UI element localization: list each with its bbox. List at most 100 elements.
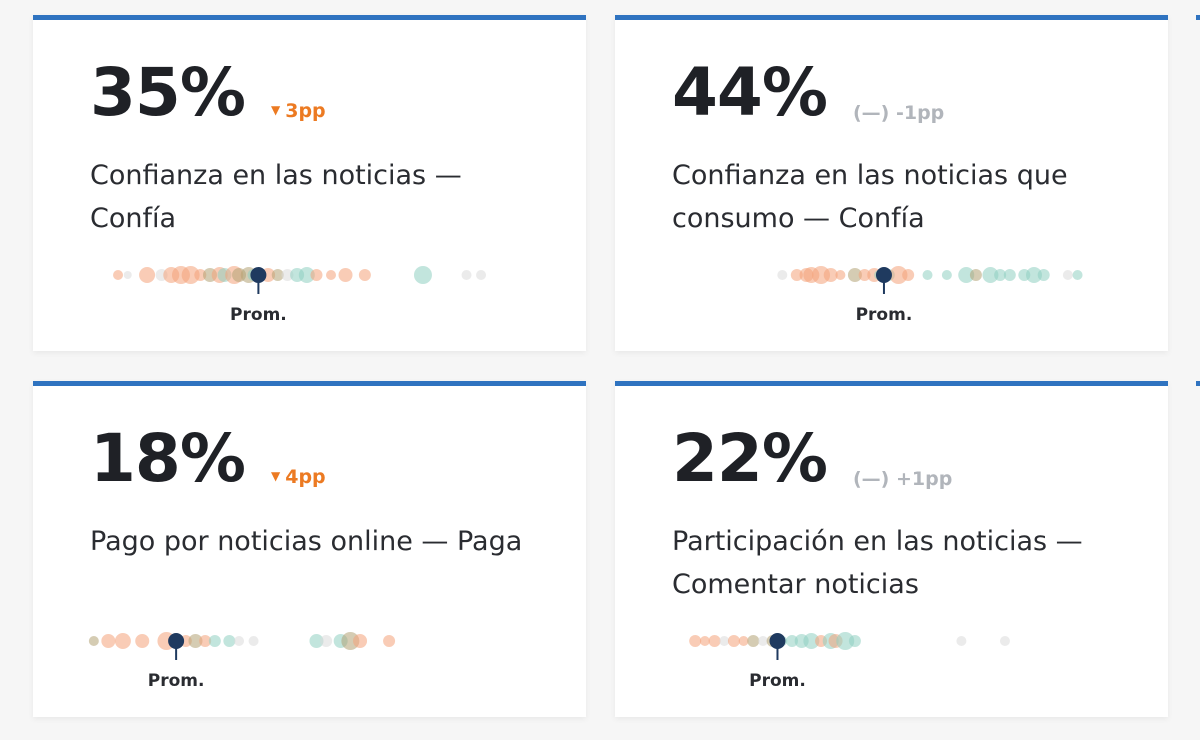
kpi-value: 44%: [672, 54, 828, 131]
market-dot[interactable]: [757, 636, 768, 646]
kpi-delta: ▼ 3pp: [271, 100, 326, 124]
market-dot[interactable]: [790, 269, 803, 281]
kpi-card-trust-own-news[interactable]: 44% (—) -1pp Confianza en las noticias q…: [615, 15, 1168, 351]
market-dot[interactable]: [88, 636, 99, 646]
market-dot[interactable]: [114, 633, 131, 649]
market-dot[interactable]: [338, 268, 353, 282]
market-dot[interactable]: [889, 266, 908, 284]
market-dot[interactable]: [994, 269, 1007, 281]
market-dot[interactable]: [461, 270, 472, 280]
market-dot[interactable]: [848, 635, 861, 647]
market-dot[interactable]: [223, 635, 236, 647]
market-dot[interactable]: [208, 635, 221, 647]
market-dot[interactable]: [298, 267, 315, 283]
market-dot[interactable]: [835, 270, 846, 280]
market-dot[interactable]: [847, 268, 862, 282]
market-dot[interactable]: [803, 633, 820, 649]
average-label: Prom.: [856, 305, 913, 325]
card-header: 18% ▼ 4pp: [90, 426, 326, 492]
market-dot[interactable]: [1003, 269, 1016, 281]
distribution-strip-chart: Prom.: [88, 632, 396, 691]
market-dot[interactable]: [188, 634, 203, 648]
average-marker[interactable]: [168, 633, 185, 649]
market-dot[interactable]: [139, 267, 156, 283]
kpi-value: 35%: [90, 54, 246, 131]
kpi-delta: (—) -1pp: [852, 102, 945, 124]
average-label: Prom.: [230, 305, 287, 325]
card-header: 44% (—) -1pp: [672, 60, 944, 126]
kpi-label: Pago por noticias online — Paga: [90, 526, 523, 557]
kpi-delta-value: 3pp: [285, 100, 326, 122]
kpi-delta-value: 4pp: [285, 466, 326, 488]
market-dot[interactable]: [234, 636, 245, 646]
kpi-value: 18%: [90, 420, 246, 497]
market-dot[interactable]: [922, 270, 933, 280]
distribution-strip-chart: Prom.: [113, 266, 487, 325]
distribution-strip-chart: Prom.: [777, 266, 1083, 325]
kpi-label: Participación en las noticias — Comentar…: [672, 526, 1083, 600]
market-dot[interactable]: [113, 270, 124, 280]
market-dot[interactable]: [969, 269, 982, 281]
market-dot[interactable]: [1062, 270, 1073, 280]
market-dot[interactable]: [699, 636, 710, 646]
down-triangle-icon: ▼: [270, 103, 281, 117]
market-dot[interactable]: [689, 635, 702, 647]
next-card-edge: [1196, 15, 1200, 20]
down-triangle-icon: ▼: [270, 469, 281, 483]
market-dot[interactable]: [310, 269, 323, 281]
market-dot[interactable]: [271, 269, 284, 281]
market-dot[interactable]: [194, 269, 207, 281]
market-dot[interactable]: [123, 271, 132, 279]
average-marker[interactable]: [250, 267, 267, 283]
market-dot[interactable]: [358, 269, 371, 281]
kpi-delta: (—) +1pp: [852, 468, 953, 490]
market-dot[interactable]: [956, 636, 967, 646]
market-dot[interactable]: [1037, 269, 1050, 281]
kpi-label: Confianza en las noticias — Confía: [90, 160, 462, 234]
market-dot[interactable]: [309, 634, 324, 648]
market-dot[interactable]: [999, 636, 1010, 646]
market-dot[interactable]: [836, 632, 855, 650]
market-dot[interactable]: [326, 270, 336, 280]
market-dot[interactable]: [383, 635, 396, 647]
market-dot[interactable]: [727, 635, 740, 647]
market-dot[interactable]: [941, 270, 952, 280]
market-dot[interactable]: [181, 266, 200, 284]
kpi-card-trust-news[interactable]: 35% ▼ 3pp Confianza en las noticias — Con…: [33, 15, 586, 351]
next-card-edge: [1196, 381, 1200, 386]
average-marker[interactable]: [769, 633, 786, 649]
market-dot[interactable]: [199, 635, 212, 647]
market-dot[interactable]: [708, 635, 721, 647]
card-header: 22% (—) +1pp: [672, 426, 952, 492]
market-dot[interactable]: [101, 634, 116, 648]
distribution-strip-chart: Prom.: [689, 632, 1010, 691]
kpi-delta: ▼ 4pp: [271, 466, 326, 490]
market-dot[interactable]: [1026, 267, 1042, 283]
average-label: Prom.: [749, 671, 806, 691]
kpi-label: Confianza en las noticias que consumo — …: [672, 160, 1068, 234]
market-dot[interactable]: [902, 269, 915, 281]
average-label: Prom.: [148, 671, 205, 691]
market-dot[interactable]: [747, 635, 760, 647]
market-dot[interactable]: [982, 267, 999, 283]
average-marker[interactable]: [875, 267, 892, 283]
market-dot[interactable]: [281, 269, 294, 281]
kpi-card-pay-online-news[interactable]: 18% ▼ 4pp Pago por noticias online — Paga…: [33, 381, 586, 717]
market-dot[interactable]: [476, 270, 487, 280]
kpi-card-news-participation[interactable]: 22% (—) +1pp Participación en las notici…: [615, 381, 1168, 717]
market-dot[interactable]: [958, 267, 975, 283]
market-dot[interactable]: [786, 635, 798, 647]
market-dot[interactable]: [738, 636, 749, 646]
market-dot[interactable]: [413, 266, 432, 284]
market-dot[interactable]: [719, 636, 730, 646]
market-dot[interactable]: [1072, 270, 1083, 280]
market-dot[interactable]: [135, 634, 150, 648]
market-dot[interactable]: [248, 636, 259, 646]
market-dot[interactable]: [777, 270, 788, 280]
market-dot[interactable]: [823, 268, 838, 282]
market-dot[interactable]: [858, 269, 871, 281]
market-dot[interactable]: [353, 634, 368, 648]
market-dot[interactable]: [320, 635, 333, 647]
kpi-value: 22%: [672, 420, 828, 497]
